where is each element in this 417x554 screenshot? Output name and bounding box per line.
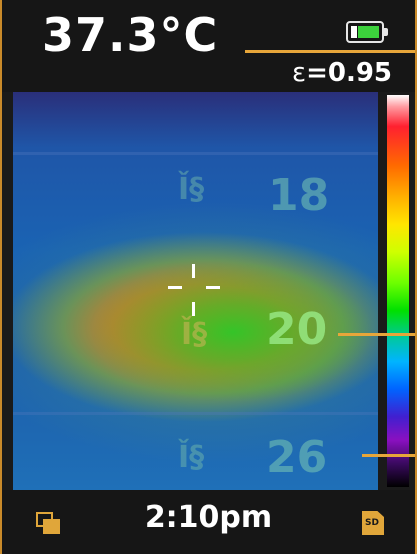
clock-time: 2:10pm (144, 500, 273, 535)
sd-card-label: SD (365, 518, 379, 528)
sd-card-icon[interactable]: SD (362, 511, 384, 535)
thermal-image-view[interactable]: Ǐ§ 18 Ǐ§ 20 Ǐ§ 26 (13, 92, 378, 490)
bottom-status-bar: 2:10pm SD (2, 490, 415, 554)
temperature-color-scale (387, 95, 409, 487)
emissivity-symbol: ε (292, 58, 307, 88)
battery-full-icon (346, 19, 392, 47)
scene-number-20: 20 (266, 304, 328, 355)
scene-glyph: Ǐ§ (181, 317, 208, 352)
temperature-indicator-line (245, 50, 415, 53)
emissivity-readout: ε=0.95 (292, 58, 392, 88)
scene-glyph: Ǐ§ (178, 440, 205, 475)
scale-marker-min (362, 454, 415, 457)
scale-marker-spot (338, 333, 415, 336)
scene-edge (13, 152, 378, 155)
emissivity-value: =0.95 (306, 58, 392, 88)
scene-glyph: Ǐ§ (178, 172, 205, 207)
scene-number-18: 18 (268, 170, 330, 221)
top-status-bar: 37.3°C ε=0.95 (2, 0, 415, 92)
scene-edge (13, 412, 378, 415)
temperature-readout: 37.3°C (42, 8, 219, 62)
scene-number-26: 26 (266, 432, 328, 483)
gallery-icon[interactable] (36, 512, 66, 538)
